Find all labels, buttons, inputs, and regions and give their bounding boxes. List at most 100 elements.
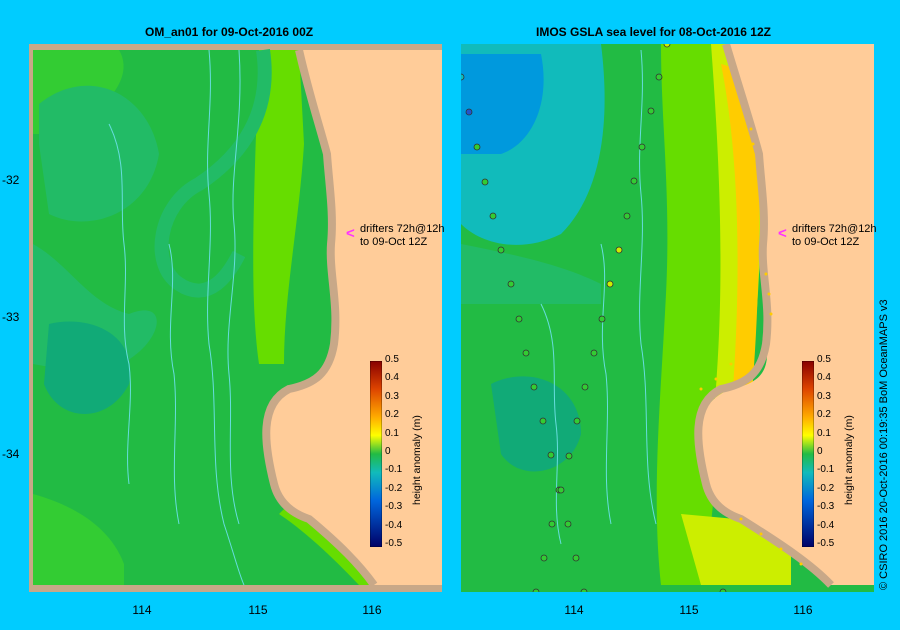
x-tick-right-115: 115 (679, 603, 699, 617)
drifter-point (729, 362, 733, 366)
drifter-point (739, 517, 743, 521)
obs-marker (522, 349, 530, 357)
bathymetry-line-3 (108, 123, 131, 485)
drifter-point (799, 562, 803, 566)
colorbar-tick-label: -0.3 (817, 501, 835, 513)
drifter-point (759, 532, 763, 536)
colorbar-tick-label: -0.5 (385, 538, 403, 549)
drifter-point (779, 547, 783, 551)
colorbar-tick-label: 0.4 (385, 372, 399, 384)
colorbar-tick-label: -0.4 (385, 519, 403, 531)
drifter-point (714, 377, 718, 381)
x-tick-right-114: 114 (564, 603, 584, 617)
drifter-point (751, 142, 755, 146)
obs-marker (564, 520, 572, 528)
colorbar-tick-label: 0.5 (385, 354, 399, 365)
obs-marker (615, 246, 623, 254)
observation-markers (461, 44, 727, 592)
contour-teal-band (154, 48, 272, 298)
annotation-line-2: to 09-Oct 12Z (792, 236, 860, 248)
left-drifter-arrow-icon: < (346, 225, 355, 242)
obs-marker (547, 451, 555, 459)
contour-teal-w (461, 244, 601, 304)
bathymetry-line-2 (600, 243, 612, 525)
obs-marker (465, 108, 473, 116)
obs-marker (481, 178, 489, 186)
drifter-point (764, 272, 768, 276)
left-drifter-annotation: drifters 72h@12h to 09-Oct 12Z (360, 223, 445, 249)
drifter-track-markers (699, 127, 803, 566)
obs-marker (548, 520, 556, 528)
coastline (262, 49, 378, 588)
obs-marker (461, 73, 465, 81)
colorbar-tick-label: 0 (817, 446, 823, 457)
obs-marker (630, 177, 638, 185)
drifter-point (744, 342, 748, 346)
bathymetry-line-3 (540, 303, 562, 545)
contour-teal-nw (39, 85, 159, 222)
obs-marker (539, 417, 547, 425)
obs-marker (638, 143, 646, 151)
annotation-line-1: drifters 72h@12h (360, 223, 445, 235)
colorbar-tick-label: 0.1 (385, 427, 399, 439)
left-colorbar (370, 361, 382, 547)
left-map-title: OM_an01 for 09-Oct-2016 00Z (145, 25, 314, 39)
colorbar-tick-label: 0.3 (385, 390, 399, 402)
obs-marker (719, 588, 727, 592)
credit-text: © CSIRO 2016 20-Oct-2016 00:19:35 BoM Oc… (878, 299, 890, 590)
obs-marker (565, 452, 573, 460)
obs-marker (590, 349, 598, 357)
right-drifter-annotation: drifters 72h@12h to 09-Oct 12Z (792, 223, 877, 249)
obs-marker (581, 383, 589, 391)
obs-marker (530, 383, 538, 391)
colorbar-tick-label: -0.5 (817, 538, 835, 549)
obs-marker (515, 315, 523, 323)
obs-marker (623, 212, 631, 220)
land-area (266, 50, 442, 585)
bathymetry-line-2 (227, 49, 241, 525)
x-tick-left-116: 116 (362, 603, 382, 617)
obs-marker (655, 73, 663, 81)
colorbar-tick-label: 0.5 (817, 354, 831, 365)
contour-light-green (253, 50, 304, 364)
colorbar-tick-label: -0.4 (817, 519, 835, 531)
contour-yellow (721, 64, 760, 414)
colorbar-tick-label: -0.3 (385, 501, 403, 513)
obs-marker (663, 44, 671, 48)
obs-marker (489, 212, 497, 220)
right-map-title: IMOS GSLA sea level for 08-Oct-2016 12Z (536, 25, 771, 39)
bathymetry-line-1 (639, 49, 657, 525)
obs-marker (507, 280, 515, 288)
colorbar-tick-label: -0.1 (817, 464, 835, 476)
drifter-point (749, 127, 753, 131)
annotation-line-2: to 09-Oct 12Z (360, 236, 428, 248)
colorbar-tick-label: 0.2 (385, 409, 399, 421)
colorbar-tick-label: -0.2 (385, 482, 403, 494)
obs-marker (557, 486, 565, 494)
colorbar-tick-label: 0.4 (817, 372, 831, 384)
y-tick-lat-33: -33 (2, 310, 20, 324)
colorbar-tick-label: 0 (385, 446, 391, 457)
obs-marker (580, 588, 588, 592)
obs-marker (573, 417, 581, 425)
y-tick-lat-32: -32 (2, 173, 20, 187)
obs-marker (540, 554, 548, 562)
x-tick-left-115: 115 (248, 603, 268, 617)
left-colorbar-label: height anomaly (m) (411, 415, 423, 505)
obs-marker (473, 143, 481, 151)
obs-marker (647, 107, 655, 115)
colorbar-tick-label: -0.2 (817, 482, 835, 494)
y-tick-lat-34: -34 (2, 447, 20, 461)
colorbar-tick-label: 0.3 (817, 390, 831, 402)
drifter-point (752, 157, 756, 161)
drifter-point (699, 387, 703, 391)
colorbar-tick-label: 0.1 (817, 427, 831, 439)
x-tick-left-114: 114 (132, 603, 152, 617)
left-map[interactable] (29, 44, 442, 592)
obs-marker (532, 588, 540, 592)
obs-marker (497, 246, 505, 254)
annotation-line-1: drifters 72h@12h (792, 223, 877, 235)
colorbar-tick-label: 0.2 (817, 409, 831, 421)
contour-blue-nw (461, 54, 544, 154)
land-area (698, 44, 874, 585)
